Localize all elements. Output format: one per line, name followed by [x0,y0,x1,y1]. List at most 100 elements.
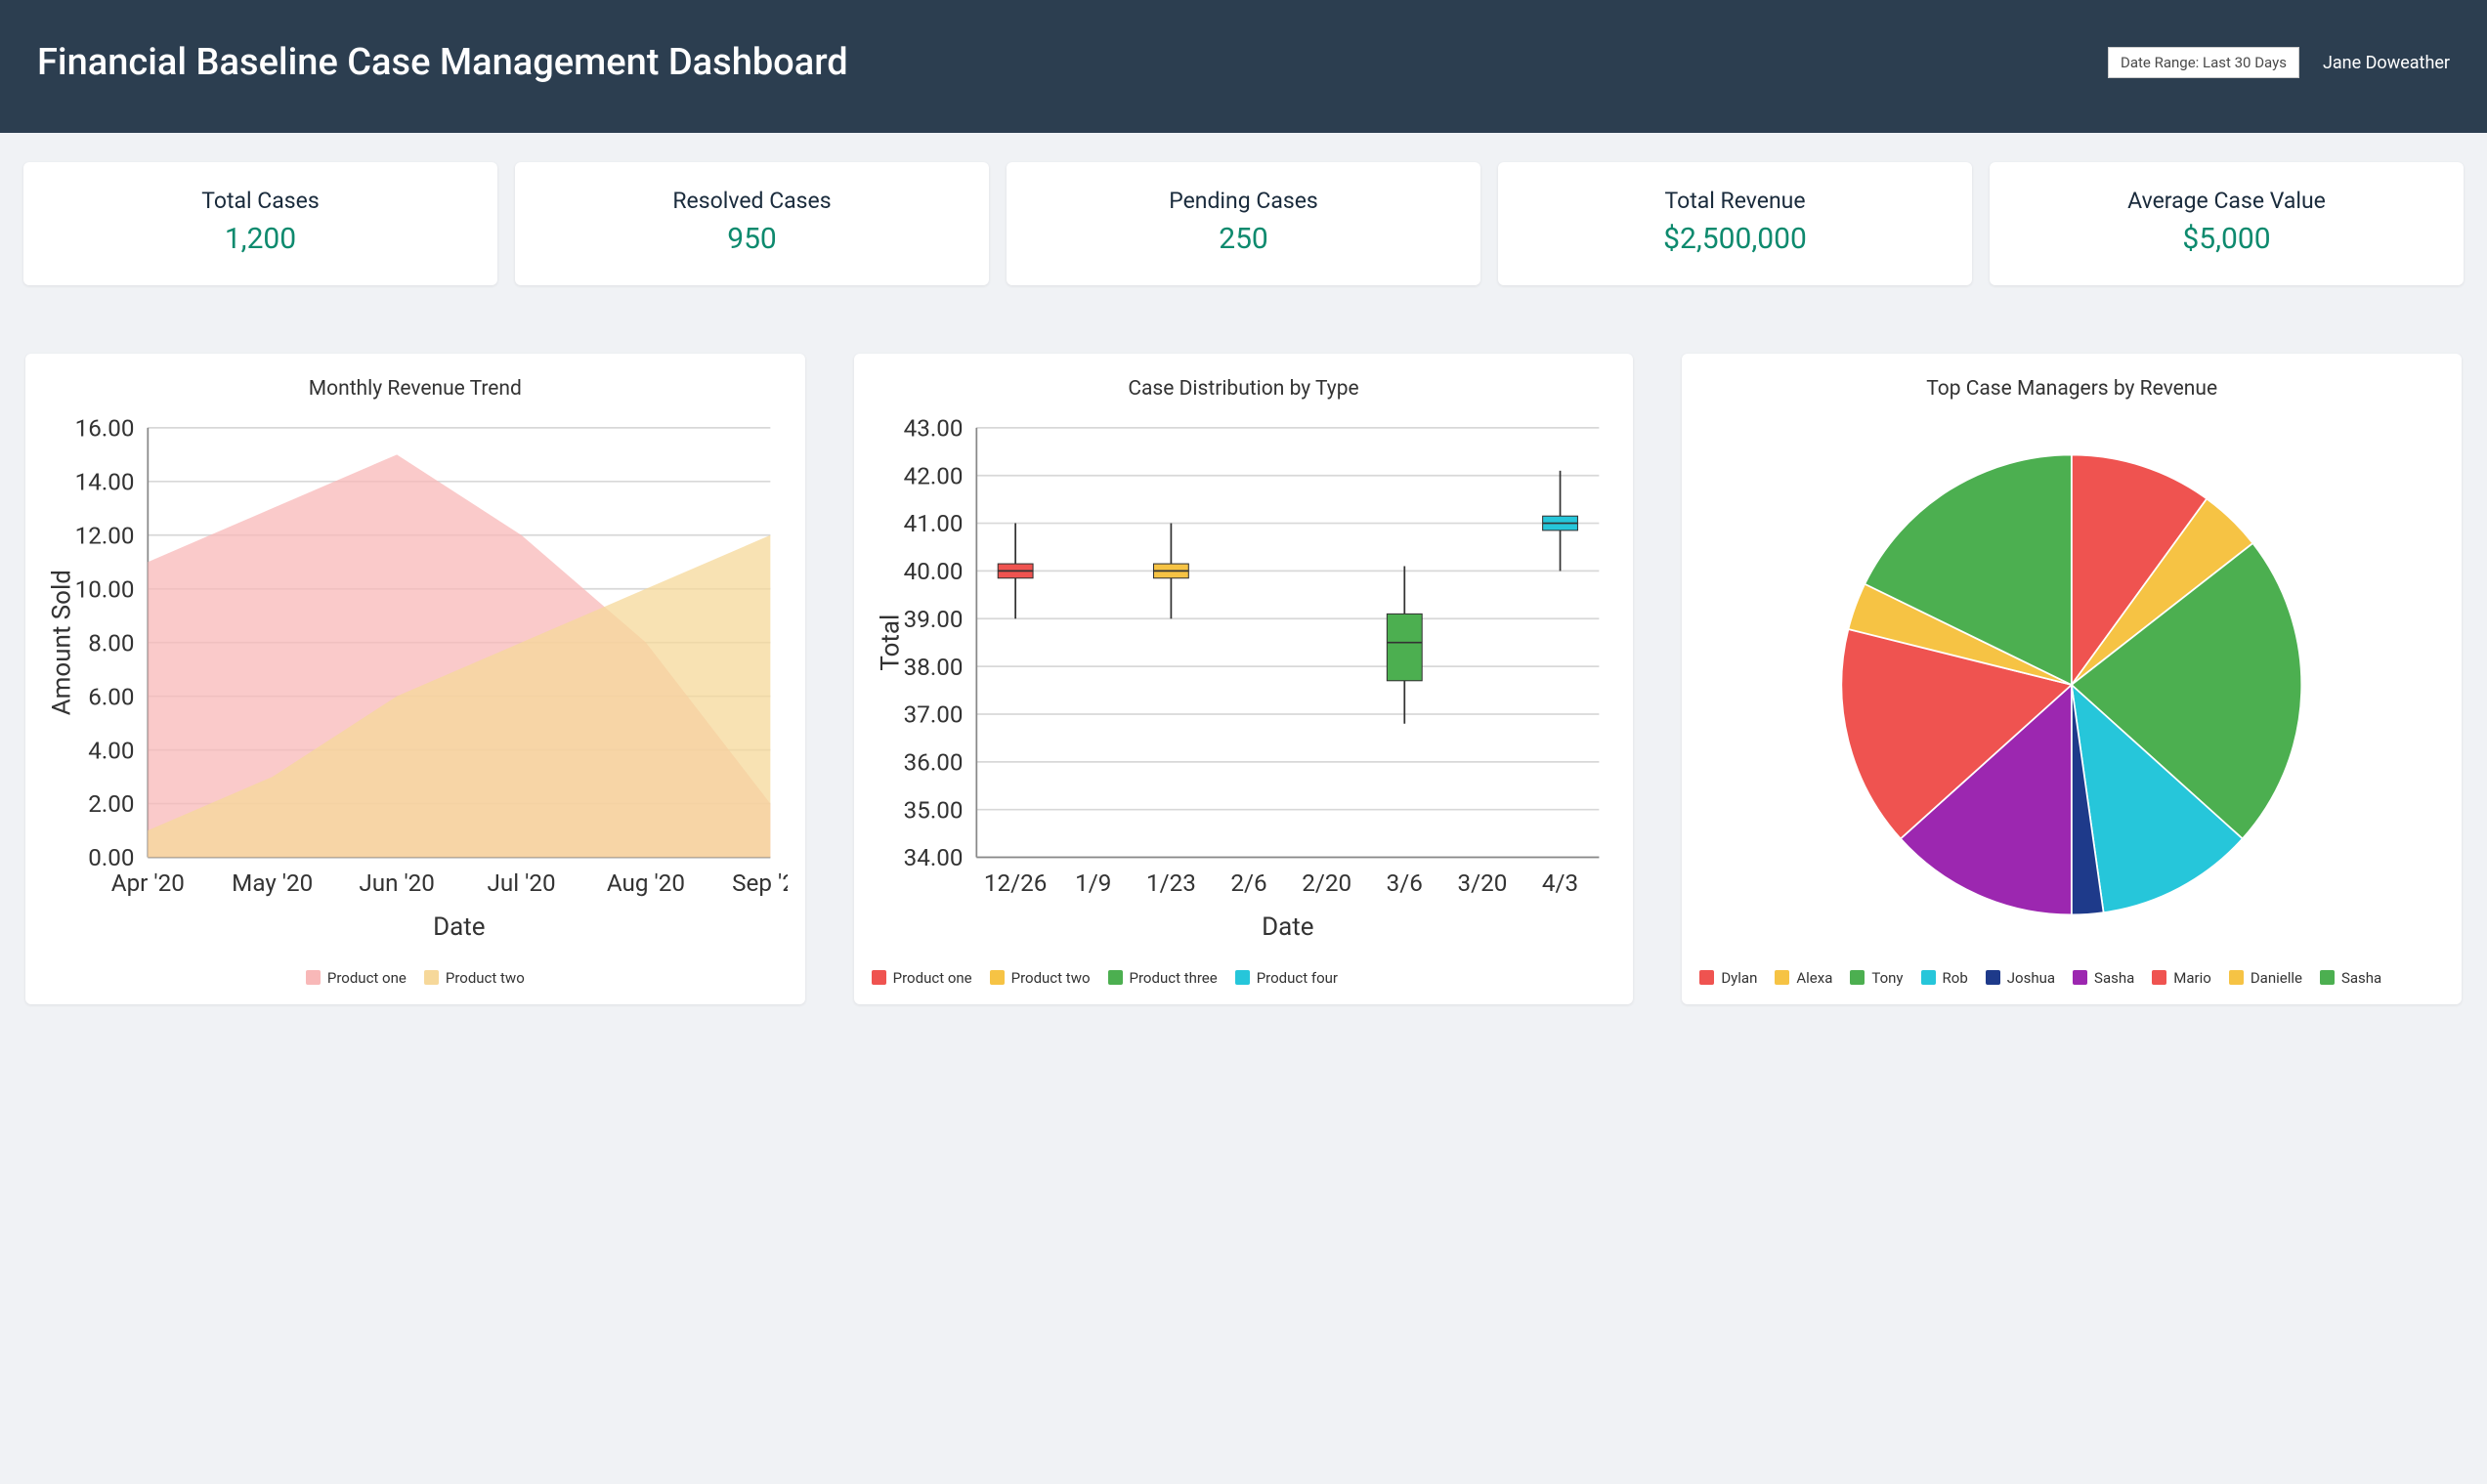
legend-item[interactable]: Danielle [2229,969,2302,987]
legend-swatch [306,970,321,985]
kpi-row: Total Cases 1,200 Resolved Cases 950 Pen… [0,133,2487,285]
svg-text:39.00: 39.00 [903,606,963,633]
legend-label: Dylan [1721,969,1757,987]
svg-text:35.00: 35.00 [903,796,963,824]
legend-item[interactable]: Product two [990,969,1091,987]
legend-swatch [1850,970,1865,985]
svg-text:16.00: 16.00 [75,415,135,443]
kpi-value: 1,200 [43,222,478,256]
legend-item[interactable]: Alexa [1775,969,1832,987]
svg-text:2/20: 2/20 [1302,869,1351,897]
kpi-avg-case-value: Average Case Value $5,000 [1990,162,2464,285]
chart-title: Case Distribution by Type [872,377,1616,401]
legend-swatch [1108,970,1123,985]
legend-item[interactable]: Joshua [1986,969,2055,987]
kpi-label: Total Cases [43,188,478,214]
legend-swatch [1235,970,1250,985]
svg-text:36.00: 36.00 [903,748,963,776]
legend-swatch [2073,970,2087,985]
kpi-value: $2,500,000 [1518,222,1952,256]
svg-text:4.00: 4.00 [88,737,134,764]
legend-swatch [1921,970,1936,985]
kpi-total-revenue: Total Revenue $2,500,000 [1498,162,1972,285]
svg-text:42.00: 42.00 [903,462,963,489]
legend-label: Joshua [2007,969,2055,987]
legend-label: Product four [1257,969,1338,987]
svg-text:12/26: 12/26 [984,869,1047,897]
legend-label: Sasha [2094,969,2134,987]
page-title: Financial Baseline Case Management Dashb… [37,41,848,84]
legend-swatch [872,970,886,985]
svg-text:38.00: 38.00 [903,654,963,681]
svg-text:34.00: 34.00 [903,844,963,871]
legend-item[interactable]: Rob [1921,969,1968,987]
legend-item[interactable]: Product one [872,969,972,987]
legend-swatch [1775,970,1789,985]
kpi-label: Resolved Cases [535,188,969,214]
pie-chart-legend: Dylan Alexa Tony Rob Joshua Sasha Mario Daniell… [1699,969,2444,987]
svg-text:Jul '20: Jul '20 [487,869,555,897]
svg-text:14.00: 14.00 [75,468,135,495]
svg-text:37.00: 37.00 [903,701,963,729]
legend-label: Product two [446,969,525,987]
chart-body [1699,414,2444,959]
box-chart-legend: Product one Product two Product three Produ… [872,969,1616,987]
legend-swatch [1986,970,2000,985]
svg-text:1/9: 1/9 [1075,869,1111,897]
chart-body: 0.002.004.006.008.0010.0012.0014.0016.00… [43,414,788,959]
legend-item[interactable]: Product two [424,969,525,987]
legend-label: Rob [1943,969,1968,987]
header-right: Date Range: Last 30 Days Jane Doweather [2108,47,2450,78]
kpi-value: 950 [535,222,969,256]
header: Financial Baseline Case Management Dashb… [0,0,2487,133]
legend-swatch [1699,970,1714,985]
legend-item[interactable]: Product four [1235,969,1338,987]
svg-text:40.00: 40.00 [903,558,963,585]
legend-item[interactable]: Product three [1108,969,1218,987]
kpi-resolved-cases: Resolved Cases 950 [515,162,989,285]
kpi-value: $5,000 [2009,222,2444,256]
svg-text:Aug '20: Aug '20 [607,869,685,897]
svg-text:Date: Date [433,912,485,942]
top-managers-chart-card: Top Case Managers by Revenue Dylan Alexa T… [1682,354,2462,1004]
legend-label: Tony [1871,969,1903,987]
kpi-pending-cases: Pending Cases 250 [1007,162,1480,285]
svg-text:10.00: 10.00 [75,575,135,603]
svg-text:Sep '20: Sep '20 [732,869,787,897]
date-range-selector[interactable]: Date Range: Last 30 Days [2108,47,2299,78]
charts-row: Monthly Revenue Trend 0.002.004.006.008.… [0,285,2487,1024]
legend-item[interactable]: Tony [1850,969,1903,987]
legend-label: Product two [1011,969,1091,987]
svg-text:12.00: 12.00 [75,522,135,549]
legend-swatch [2152,970,2166,985]
chart-body: 34.00 35.00 36.00 37.00 38.00 39.00 40.00 41.00… [872,414,1616,959]
legend-item[interactable]: Mario [2152,969,2211,987]
legend-label: Danielle [2251,969,2302,987]
svg-text:43.00: 43.00 [903,415,963,443]
chart-title: Monthly Revenue Trend [43,377,788,401]
area-chart: 0.002.004.006.008.0010.0012.0014.0016.00… [43,414,788,955]
legend-item[interactable]: Dylan [1699,969,1757,987]
svg-text:Amount Sold: Amount Sold [48,570,77,715]
legend-item[interactable]: Product one [306,969,407,987]
monthly-revenue-chart-card: Monthly Revenue Trend 0.002.004.006.008.… [25,354,805,1004]
svg-text:Apr '20: Apr '20 [111,869,185,897]
svg-text:3/6: 3/6 [1386,869,1422,897]
chart-title: Top Case Managers by Revenue [1699,377,2444,401]
user-name: Jane Doweather [2323,53,2450,73]
svg-text:41.00: 41.00 [903,510,963,537]
area-chart-legend: Product one Product two [43,969,788,987]
legend-label: Product three [1130,969,1218,987]
kpi-value: 250 [1026,222,1461,256]
legend-item[interactable]: Sasha [2320,969,2381,987]
svg-text:2/6: 2/6 [1230,869,1266,897]
box-chart: 34.00 35.00 36.00 37.00 38.00 39.00 40.00 41.00… [872,414,1616,955]
kpi-label: Pending Cases [1026,188,1461,214]
legend-label: Product one [327,969,407,987]
kpi-label: Average Case Value [2009,188,2444,214]
legend-swatch [2320,970,2335,985]
legend-item[interactable]: Sasha [2073,969,2134,987]
svg-text:3/20: 3/20 [1457,869,1507,897]
case-distribution-chart-card: Case Distribution by Type 34.00 35.00 36.0… [854,354,1634,1004]
svg-text:0.00: 0.00 [88,844,134,871]
